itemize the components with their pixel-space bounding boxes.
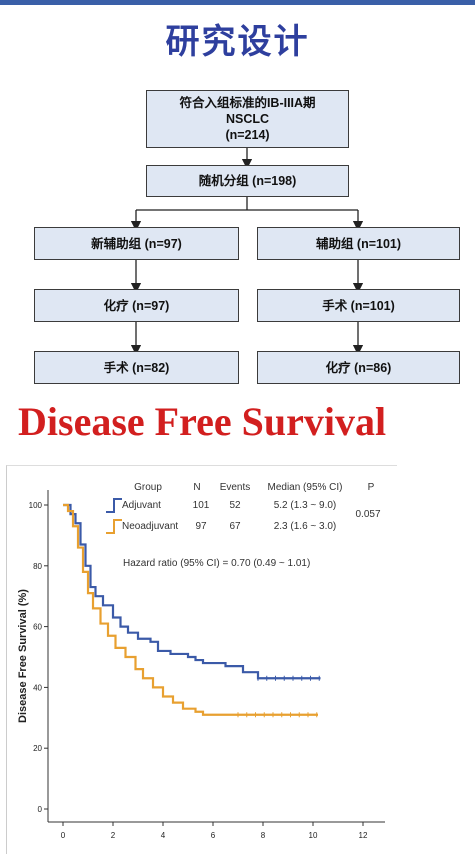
y-tick-label: 20 [33,744,42,753]
legend-events: 52 [229,500,241,511]
adjuvant-group-box: 辅助组 (n=101) [257,227,460,260]
neoadjuvant-step2-box: 手术 (n=82) [34,351,239,384]
enroll-box: 符合入组标准的IB-IIIA期 NSCLC (n=214) [146,90,349,148]
adjuvant-step1-box: 手术 (n=101) [257,289,460,322]
x-tick-label: 2 [111,831,116,840]
page-title: 研究设计 [165,22,310,62]
neoadjuvant-group-box: 新辅助组 (n=97) [34,227,239,260]
legend-header-median: Median (95% CI) [267,482,342,493]
legend-group-adjuvant: Adjuvant [122,500,161,511]
x-tick-label: 12 [359,831,368,840]
legend-group-neoadjuvant: Neoadjuvant [122,521,178,532]
legend-n: 101 [193,500,210,511]
hazard-ratio-text: Hazard ratio (95% CI) = 0.70 (0.49 ~ 1.0… [123,558,310,569]
legend-swatch-adjuvant [106,498,122,513]
series-adjuvant-curve [63,503,321,680]
y-axis-label: Disease Free Survival (%) [17,589,29,723]
x-tick-label: 8 [261,831,266,840]
x-tick-label: 4 [161,831,166,840]
y-tick-label: 100 [29,501,43,510]
x-tick-label: 10 [309,831,318,840]
series-neoadjuvant-curve [63,503,318,716]
y-tick-label: 40 [33,683,42,692]
legend-events: 67 [229,521,241,532]
neoadjuvant-step1-box: 化疗 (n=97) [34,289,239,322]
legend-n: 97 [195,521,207,532]
legend-header-p: P [368,482,375,493]
legend-header-events: Events [220,482,251,493]
y-tick-label: 60 [33,623,42,632]
y-tick-label: 80 [33,562,42,571]
randomize-box: 随机分组 (n=198) [146,165,349,197]
y-tick-label: 0 [38,805,43,814]
legend-swatch-neoadjuvant [106,519,122,534]
top-bar [0,0,475,5]
enroll-line3: (n=214) [225,128,270,142]
legend-header-n: N [193,482,200,493]
legend-median: 5.2 (1.3 ~ 9.0) [274,500,337,511]
flow-connectors [130,147,364,356]
x-tick-label: 6 [211,831,216,840]
enroll-line1: 符合入组标准的IB-IIIA期 [179,96,316,110]
enroll-line2: NSCLC [225,112,270,126]
legend-median: 2.3 (1.6 ~ 3.0) [274,521,337,532]
legend-p-value: 0.057 [355,509,380,520]
adjuvant-step2-box: 化疗 (n=86) [257,351,460,384]
x-tick-label: 0 [61,831,66,840]
legend-header-group: Group [134,482,162,493]
dfs-title: Disease Free Survival [18,399,387,444]
